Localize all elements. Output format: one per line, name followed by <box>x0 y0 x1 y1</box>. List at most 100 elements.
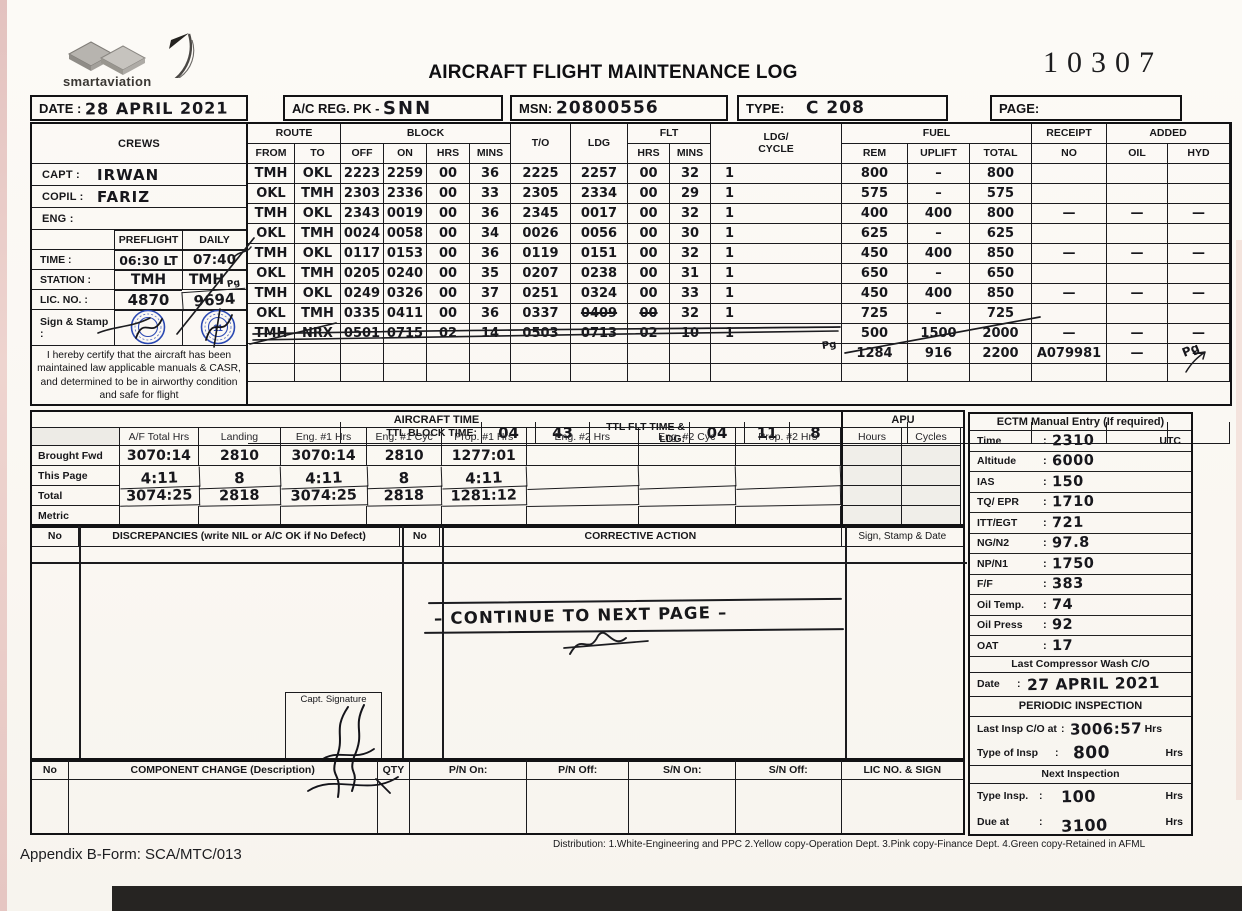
colon: : <box>1043 578 1047 591</box>
ectm-row: IAS:150 <box>970 472 1191 493</box>
component-no-header: No <box>32 760 69 780</box>
flight-cell-oil <box>1107 304 1168 324</box>
station-daily-text: TMH <box>188 272 225 288</box>
flight-cell-on: 0019 <box>384 204 427 224</box>
page-number-field: PAGE: <box>990 95 1182 121</box>
flight-cell-f: OKL <box>248 264 295 284</box>
flight-cell-tot: 575 <box>970 184 1032 204</box>
ectm-label: IAS <box>977 475 995 488</box>
aircraft-time-row: Total 3074:25 2818 3074:25 2818 1281:12 <box>32 485 842 507</box>
flight-cell-rem: 450 <box>842 284 908 304</box>
aircraft-time-row-label: Brought Fwd <box>32 446 120 466</box>
component-cell <box>410 780 527 833</box>
logo-brand-text: smartaviation <box>63 74 152 89</box>
ectm-label: OAT <box>977 639 999 652</box>
flight-cell-c <box>711 344 842 364</box>
flight-cell-rcp: — <box>1032 244 1107 264</box>
captain-row: CAPT : IRWAN <box>32 164 246 186</box>
aircraft-time-value-text: 4:11 <box>304 467 343 488</box>
flight-cell-h: 00 <box>427 244 470 264</box>
flight-cell-on-text: 0153 <box>386 246 424 261</box>
flight-cell-up-text: – <box>935 166 942 181</box>
flight-cell-c-text: 1 <box>725 226 735 241</box>
flight-cell-rem: 625 <box>842 224 908 244</box>
flight-cell-ldg-text: 0151 <box>580 246 618 261</box>
flight-cell-fm-text: 32 <box>680 166 700 181</box>
ectm-label: TQ/ EPR <box>977 496 1020 509</box>
flight-cell-oil: — <box>1107 324 1168 344</box>
flight-cell-rcp: — <box>1032 284 1107 304</box>
flight-row: 1284 916 2200 A079981— — <box>248 344 1230 364</box>
flight-cell-t: OKL <box>295 284 341 304</box>
flight-cell-h: 00 <box>427 204 470 224</box>
flight-cell-hyd: — <box>1168 284 1230 304</box>
flight-cell-up: – <box>908 264 970 284</box>
colon: : <box>1055 746 1059 759</box>
flight-cell-m: 34 <box>470 224 511 244</box>
aircraft-time-value <box>199 506 281 526</box>
pg-note-row10: Pg <box>821 339 838 352</box>
flight-row: TMH NRX 0501 0715 02 14 0503 0713 02 10 1 500 1500 20… <box>248 324 1230 344</box>
flight-cell-to <box>511 364 571 382</box>
next-type-row: Type Insp. : 100 Hrs <box>970 784 1191 809</box>
divider <box>402 526 404 760</box>
totals-empty-cell <box>970 422 1032 444</box>
aircraft-time-value: 2810 <box>367 446 442 466</box>
flight-cell-fm-text: 32 <box>680 306 700 321</box>
ectm-row: OAT:17 <box>970 636 1191 657</box>
flight-cell-tot-text: 2200 <box>982 346 1019 361</box>
flight-cell-tot: 800 <box>970 204 1032 224</box>
colon: : <box>1039 790 1043 802</box>
colon: : <box>1043 516 1047 529</box>
ectm-row: TQ/ EPR:1710 <box>970 493 1191 513</box>
flight-cell-ldg: 0151 <box>571 244 628 264</box>
flight-cell-t: TMH <box>295 304 341 324</box>
ectm-row: Time:2310 UTC <box>970 431 1191 452</box>
col-header-hyd: HYD <box>1168 144 1230 164</box>
ectm-value: 97.8 <box>1051 534 1090 552</box>
flight-cell-on-text: 0326 <box>386 286 424 301</box>
flight-cell-m-text: 36 <box>480 206 500 221</box>
flight-cell-fh-text: 00 <box>639 226 658 241</box>
flight-cell-fm-text: 30 <box>680 226 700 241</box>
col-header-receipt: RECEIPT <box>1032 124 1107 144</box>
flight-cell-oil-text: — <box>1130 346 1144 361</box>
flight-cell-c: 1 <box>711 244 842 264</box>
flight-cell-fh <box>628 344 670 364</box>
col-header-off: OFF <box>341 144 384 164</box>
aircraft-time-row: Brought Fwd 3070:14 2810 3070:14 2810 1277:01 <box>32 446 841 466</box>
flight-cell-m-text: 37 <box>480 286 500 301</box>
flight-cell-h-text: 00 <box>438 206 458 221</box>
flight-cell-rcp: A079981 <box>1032 344 1107 364</box>
divider <box>845 526 847 760</box>
flight-cell-fm-text: 32 <box>680 206 700 221</box>
flight-cell-tot: 625 <box>970 224 1032 244</box>
component-cell <box>736 780 842 833</box>
flight-cell-h: 00 <box>427 184 470 204</box>
flight-cell-ldg-text: 0713 <box>580 326 618 341</box>
station-daily-value: TMH Pg <box>182 270 246 290</box>
flight-cell-up: – <box>908 184 970 204</box>
due-at-label: Due at <box>977 815 1010 828</box>
flight-cell-rem: 725 <box>842 304 908 324</box>
lic-sign-header: LIC NO. & SIGN <box>841 760 963 780</box>
flight-cell-fm: 32 <box>670 304 711 324</box>
ttl-flt-hrs: 04 <box>690 422 745 444</box>
apu-body <box>843 446 963 526</box>
flight-cell-m <box>470 364 511 382</box>
flight-cell-rcp <box>1032 164 1107 184</box>
aircraft-reg-value: SNN <box>383 97 433 119</box>
aircraft-time-value <box>280 506 368 526</box>
type-insp-unit: Hrs <box>1165 746 1183 759</box>
flight-cell-t-text: TMH <box>301 226 334 241</box>
msn-label: MSN: <box>519 100 553 116</box>
flight-cell-hyd <box>1168 364 1230 382</box>
compressor-wash-title: Last Compressor Wash C/O <box>970 657 1191 673</box>
aircraft-time-value <box>367 506 442 526</box>
date-field: DATE : 28 APRIL 2021 <box>30 95 248 121</box>
flight-cell-m: 36 <box>470 304 511 324</box>
flight-cell-on-text: 0715 <box>386 326 424 341</box>
flight-cell-ldg-text: 2334 <box>580 186 618 201</box>
flight-cell-up-text: 916 <box>924 346 953 361</box>
